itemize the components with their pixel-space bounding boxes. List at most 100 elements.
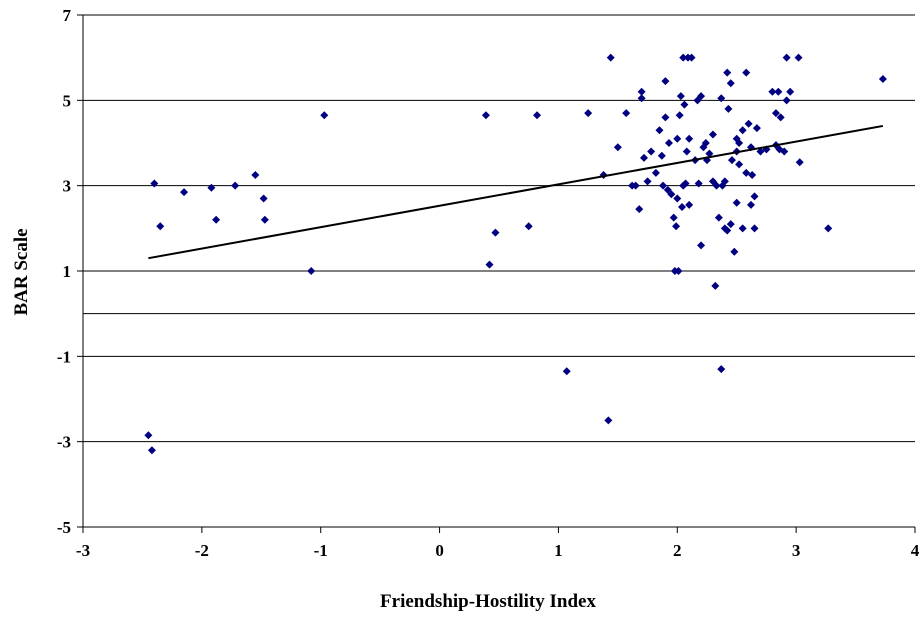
data-point — [680, 100, 689, 109]
data-point — [674, 267, 683, 275]
data-point — [562, 367, 571, 376]
data-point — [637, 94, 646, 103]
data-point — [643, 177, 652, 186]
data-point — [744, 119, 753, 128]
data-point — [485, 260, 494, 269]
data-point — [717, 365, 726, 374]
data-point — [720, 177, 729, 186]
data-point — [667, 190, 676, 199]
data-point — [742, 68, 751, 77]
y-tick-label: -5 — [57, 518, 71, 537]
data-point — [878, 75, 887, 83]
y-tick-labels: -5 -3 -1 1 3 5 7 — [57, 6, 72, 537]
data-point — [491, 228, 500, 237]
data-point — [678, 203, 687, 211]
trendline — [148, 124, 884, 260]
data-point — [144, 431, 153, 440]
data-point — [738, 224, 747, 233]
data-point — [726, 220, 735, 229]
x-tick-label: -1 — [314, 541, 328, 560]
data-point — [780, 147, 789, 156]
data-points — [144, 53, 887, 455]
data-point — [259, 194, 268, 203]
data-point — [673, 194, 682, 203]
data-point — [481, 111, 490, 120]
data-point — [672, 222, 681, 231]
data-point — [708, 130, 717, 139]
x-tick-label: 0 — [435, 541, 444, 560]
y-tick-label: 5 — [63, 91, 72, 110]
data-point — [655, 126, 664, 135]
data-point — [180, 188, 189, 197]
data-point — [212, 215, 221, 224]
data-point — [679, 53, 688, 62]
data-point — [613, 143, 622, 152]
x-tick-label: 3 — [792, 541, 801, 560]
data-point — [147, 446, 156, 455]
data-point — [776, 113, 785, 122]
data-point — [717, 94, 726, 103]
data-point — [735, 160, 744, 169]
data-point — [651, 168, 660, 177]
data-point — [752, 124, 761, 133]
data-point — [746, 200, 755, 209]
data-point — [711, 281, 720, 290]
data-point — [685, 134, 694, 143]
data-point — [682, 147, 691, 156]
data-point — [673, 134, 682, 143]
y-tick-label: -3 — [57, 433, 71, 452]
data-point — [782, 96, 791, 105]
data-point — [786, 87, 795, 96]
data-point — [320, 111, 329, 120]
data-point — [735, 139, 744, 147]
data-point — [724, 104, 733, 113]
data-point — [675, 111, 684, 120]
data-point — [726, 79, 735, 88]
x-tick-label: 1 — [554, 541, 563, 560]
data-point — [659, 181, 668, 190]
data-point — [584, 109, 593, 118]
data-point — [714, 213, 723, 222]
data-point — [657, 151, 666, 160]
data-point — [637, 87, 646, 96]
data-point — [150, 179, 159, 188]
data-point — [640, 153, 649, 162]
data-point — [705, 149, 714, 158]
y-tick-label: 3 — [63, 177, 72, 196]
x-tick-label: 4 — [911, 541, 920, 560]
data-point — [795, 158, 804, 167]
gridlines — [83, 14, 915, 443]
data-point — [748, 171, 757, 179]
data-point — [251, 171, 260, 179]
data-point — [207, 183, 216, 192]
data-point — [156, 222, 165, 231]
data-point — [774, 87, 783, 96]
data-point — [723, 68, 732, 77]
axes — [77, 14, 916, 533]
data-point — [622, 109, 631, 118]
data-point — [661, 113, 670, 122]
data-point — [723, 226, 732, 235]
data-point — [681, 179, 690, 188]
y-tick-label: 1 — [63, 262, 72, 281]
data-point — [685, 200, 694, 209]
data-point — [730, 247, 739, 256]
data-point — [694, 179, 703, 188]
data-point — [727, 156, 736, 165]
data-point — [768, 87, 777, 96]
trendline-group — [148, 124, 884, 260]
data-point — [524, 222, 533, 231]
x-tick-labels: -3 -2 -1 0 1 2 3 4 — [76, 541, 920, 560]
data-point — [647, 147, 656, 156]
data-point — [750, 192, 759, 201]
data-point — [782, 53, 791, 62]
y-tick-label: -1 — [57, 347, 71, 366]
x-tick-label: -3 — [76, 541, 90, 560]
data-point — [701, 139, 710, 147]
data-point — [260, 215, 269, 224]
x-tick-label: -2 — [195, 541, 209, 560]
data-point — [750, 224, 759, 233]
y-axis-title: BAR Scale — [11, 228, 32, 315]
data-point — [687, 53, 696, 62]
